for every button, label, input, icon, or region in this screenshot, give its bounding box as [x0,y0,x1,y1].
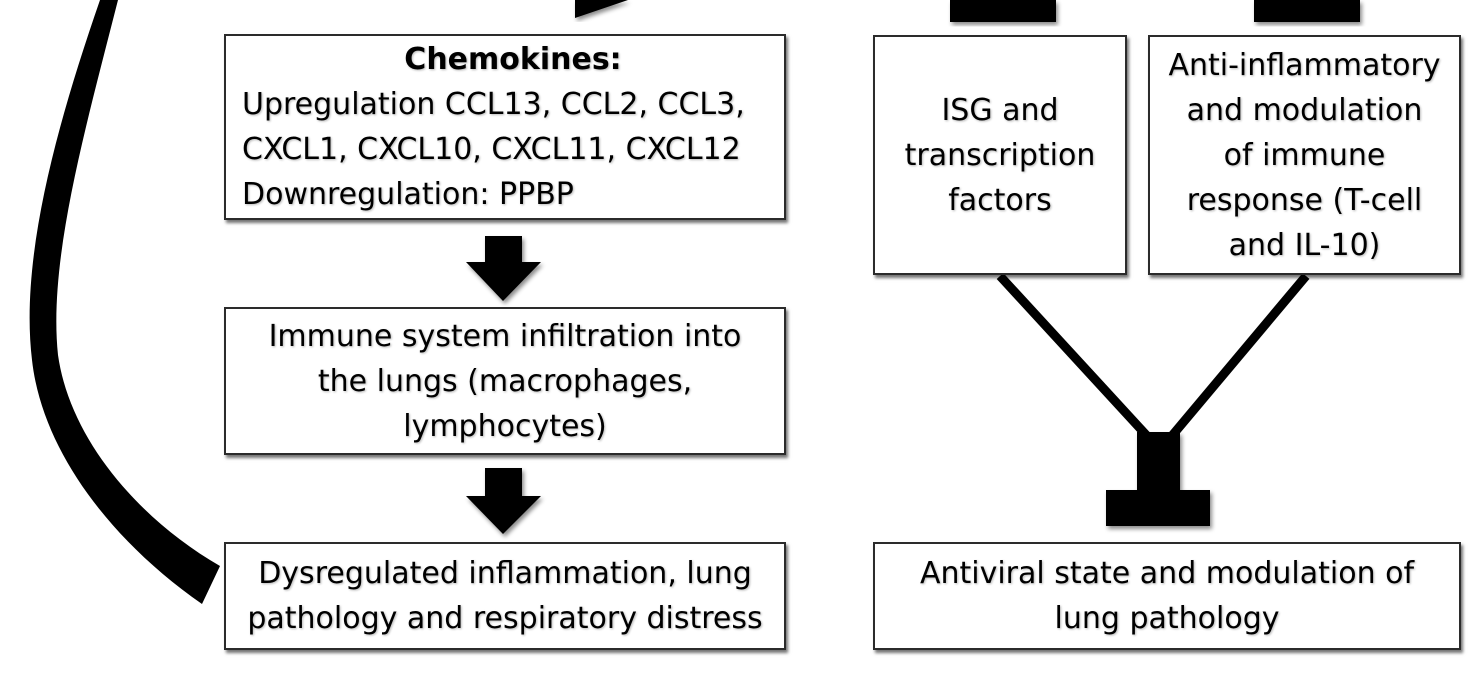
chemokines-box: Chemokines: Upregulation CCL13, CCL2, CC… [224,34,786,220]
top-bar-isg [950,0,1056,22]
down-arrow-2 [466,468,541,534]
infiltration-line-2: the lungs (macrophages, [317,363,693,399]
chemokines-line-1: Upregulation CCL13, CCL2, CCL3, [242,87,745,122]
dysregulated-line-1: Dysregulated inflammation, lung [258,556,752,591]
infiltration-line-1: Immune system infiltration into [268,318,742,354]
anti-inflammatory-line-5: and IL-10) [1228,227,1381,263]
dysregulated-line-2: pathology and respiratory distress [247,601,763,636]
anti-inflammatory-box: Anti-inflammatory and modulation of immu… [1148,35,1461,275]
anti-inflammatory-line-3: of immune [1223,137,1386,173]
chemokines-line-3: Downregulation: PPBP [242,177,574,212]
antiviral-line-2: lung pathology [1054,601,1280,636]
isg-box: ISG and transcription factors [873,35,1127,275]
top-bar-anti-inflammatory [1254,0,1360,22]
antiviral-box: Antiviral state and modulation of lung p… [873,542,1461,650]
infiltration-box: Immune system infiltration into the lung… [224,307,786,455]
chemokines-title: Chemokines: [404,42,622,77]
chemokines-line-2: CXCL1, CXCL10, CXCL11, CXCL12 [242,132,741,167]
down-arrow-1 [466,236,541,301]
dysregulated-box: Dysregulated inflammation, lung patholog… [224,542,786,650]
line-isg-to-inhibitor [996,272,1164,454]
feedback-loop-arrow [29,0,220,604]
anti-inflammatory-line-1: Anti-inflammatory [1168,47,1441,83]
line-anti-to-inhibitor [1156,273,1310,453]
infiltration-line-3: lymphocytes) [403,408,607,444]
top-arrowhead-left [575,0,628,18]
isg-line-1: ISG and [941,92,1059,128]
antiviral-line-1: Antiviral state and modulation of [919,556,1415,591]
anti-inflammatory-line-4: response (T-cell [1186,182,1423,218]
isg-line-3: factors [948,182,1052,218]
anti-inflammatory-line-2: and modulation [1186,92,1423,128]
inhibitor-tbar [1106,432,1210,526]
isg-line-2: transcription [904,137,1096,173]
